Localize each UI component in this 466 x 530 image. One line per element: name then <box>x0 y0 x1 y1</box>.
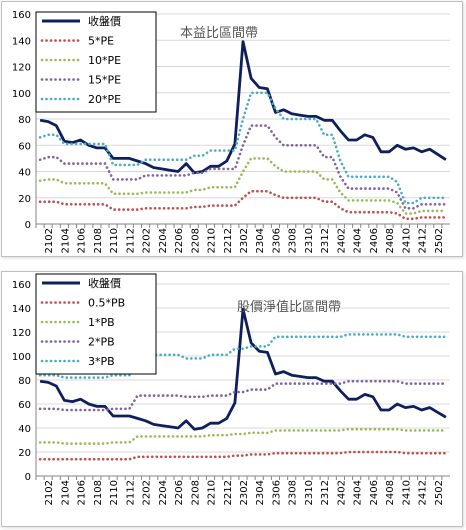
pb-x-tick-label: 2110 <box>109 480 120 505</box>
pe-x-tick-label: 2404 <box>353 228 364 253</box>
pe-x-tick-label: 2408 <box>385 228 396 253</box>
pe-y-tick-label: 160 <box>12 10 31 21</box>
pb-x-tick-label: 2106 <box>77 480 88 505</box>
pb-series-line-2 <box>38 427 448 445</box>
pe-y-tick-label: 20 <box>18 194 31 205</box>
pe-y-tick-label: 60 <box>18 141 31 152</box>
pb-band-chart: 0 20 40 60 80 100 120 140 160 2102 2104 2106 2108 211… <box>12 273 450 505</box>
pe-x-tick-label: 2308 <box>288 228 299 253</box>
pb-x-tick-label: 2204 <box>158 480 169 505</box>
pe-x-tick-label: 2306 <box>271 228 282 253</box>
pe-series-line-1 <box>38 189 448 221</box>
pe-x-tick-label: 2110 <box>109 228 120 253</box>
pe-y-tick-label: 100 <box>12 89 31 100</box>
pe-x-tick-label: 2206 <box>174 228 185 253</box>
pb-y-tick-label: 80 <box>18 376 31 387</box>
pe-legend-label-4: 20*PE <box>88 93 121 106</box>
pb-x-tick-label: 2306 <box>271 480 282 505</box>
pe-x-tick-label: 2310 <box>304 228 315 253</box>
pe-x-tick-label: 2104 <box>60 228 71 253</box>
pe-legend-label-0: 收盤價 <box>88 14 121 28</box>
pe-x-tick-label: 2402 <box>336 228 347 253</box>
pe-x-tick-label: 2502 <box>434 228 445 253</box>
pb-x-tick-label: 2308 <box>288 480 299 505</box>
pb-legend-label-1: 0.5*PB <box>88 297 125 310</box>
pe-x-tick-label: 2102 <box>44 228 55 253</box>
pb-x-tick-label: 2404 <box>353 480 364 505</box>
pe-x-tick-label: 2304 <box>255 228 266 253</box>
pb-series-line-4 <box>38 333 448 379</box>
pb-x-tick-label: 2302 <box>239 480 250 505</box>
pb-y-tick-label: 140 <box>12 304 31 315</box>
pb-x-tick-label: 2310 <box>304 480 315 505</box>
pe-legend-box <box>35 11 157 113</box>
pb-x-tick-label: 2304 <box>255 480 266 505</box>
pb-y-tick-label: 40 <box>18 424 31 435</box>
pb-chart-title: 股價淨值比區間帶 <box>237 299 341 315</box>
pe-x-tick-label: 2108 <box>93 228 104 253</box>
pe-y-tick-label: 40 <box>18 168 31 179</box>
pb-x-tick-label: 2312 <box>320 480 331 505</box>
pb-legend-label-0: 收盤價 <box>88 276 121 290</box>
pe-x-tick-label: 2204 <box>158 228 169 253</box>
pb-x-tick-label: 2406 <box>369 480 380 505</box>
pe-y-tick-label: 0 <box>25 220 31 231</box>
pe-x-tick-label: 2106 <box>77 228 88 253</box>
pe-x-tick-label: 2410 <box>401 228 412 253</box>
pe-x-tick-label: 2208 <box>190 228 201 253</box>
pb-x-tick-label: 2202 <box>142 480 153 505</box>
pb-chart-frame <box>1 271 463 527</box>
pb-x-tick-label: 2502 <box>434 480 445 505</box>
pb-y-tick-label: 60 <box>18 400 31 411</box>
pb-legend-label-3: 2*PB <box>88 336 115 349</box>
pb-x-tick-label: 2104 <box>60 480 71 505</box>
pb-legend-label-2: 1*PB <box>88 316 115 329</box>
pe-x-tick-label: 2202 <box>142 228 153 253</box>
pe-legend-label-3: 15*PE <box>88 74 121 87</box>
pb-x-tick-label: 2410 <box>401 480 412 505</box>
pb-y-tick-label: 0 <box>25 472 31 483</box>
pe-y-tick-label: 120 <box>12 63 31 74</box>
pe-x-tick-label: 2210 <box>207 228 218 253</box>
pb-legend-box <box>35 273 157 375</box>
pe-x-tick-label: 2406 <box>369 228 380 253</box>
pe-chart-frame <box>1 1 463 257</box>
pe-x-tick-label: 2312 <box>320 228 331 253</box>
pb-band-chart-panel: 0 20 40 60 80 100 120 140 160 2102 2104 2106 2108 211… <box>0 270 466 530</box>
pb-y-tick-label: 20 <box>18 448 31 459</box>
pb-x-tick-label: 2412 <box>418 480 429 505</box>
pb-series-line-3 <box>38 379 448 412</box>
pe-y-tick-label: 80 <box>18 115 31 126</box>
pb-x-tick-label: 2108 <box>93 480 104 505</box>
pb-x-tick-label: 2206 <box>174 480 185 505</box>
pb-x-tick-label: 2210 <box>207 480 218 505</box>
pe-x-tick-label: 2302 <box>239 228 250 253</box>
pe-band-chart: 0 20 40 60 80 100 120 140 160 2102 2104 2106 2108 211… <box>12 10 450 253</box>
pe-series-line-3 <box>38 124 448 210</box>
pe-legend-label-2: 10*PE <box>88 54 121 67</box>
pb-y-tick-label: 120 <box>12 328 31 339</box>
pb-series-line-1 <box>38 450 448 461</box>
pb-x-tick-label: 2102 <box>44 480 55 505</box>
pe-series-line-2 <box>38 157 448 215</box>
pb-legend-label-4: 3*PB <box>88 355 115 368</box>
pb-x-tick-label: 2208 <box>190 480 201 505</box>
pe-series-line-4 <box>38 91 448 205</box>
pb-x-tick-label: 2408 <box>385 480 396 505</box>
pb-y-tick-label: 100 <box>12 352 31 363</box>
pe-band-chart-panel: 0 20 40 60 80 100 120 140 160 2102 2104 2106 2108 211… <box>0 0 466 260</box>
pe-legend-label-1: 5*PE <box>88 35 114 48</box>
pb-x-tick-label: 2112 <box>125 480 136 505</box>
pe-x-tick-label: 2112 <box>125 228 136 253</box>
pb-x-tick-label: 2212 <box>223 480 234 505</box>
pb-y-tick-label: 160 <box>12 280 31 291</box>
pb-x-tick-label: 2402 <box>336 480 347 505</box>
pe-y-tick-label: 140 <box>12 36 31 47</box>
pe-chart-title: 本益比區間帶 <box>180 26 258 41</box>
pe-x-tick-label: 2212 <box>223 228 234 253</box>
pe-x-tick-label: 2412 <box>418 228 429 253</box>
